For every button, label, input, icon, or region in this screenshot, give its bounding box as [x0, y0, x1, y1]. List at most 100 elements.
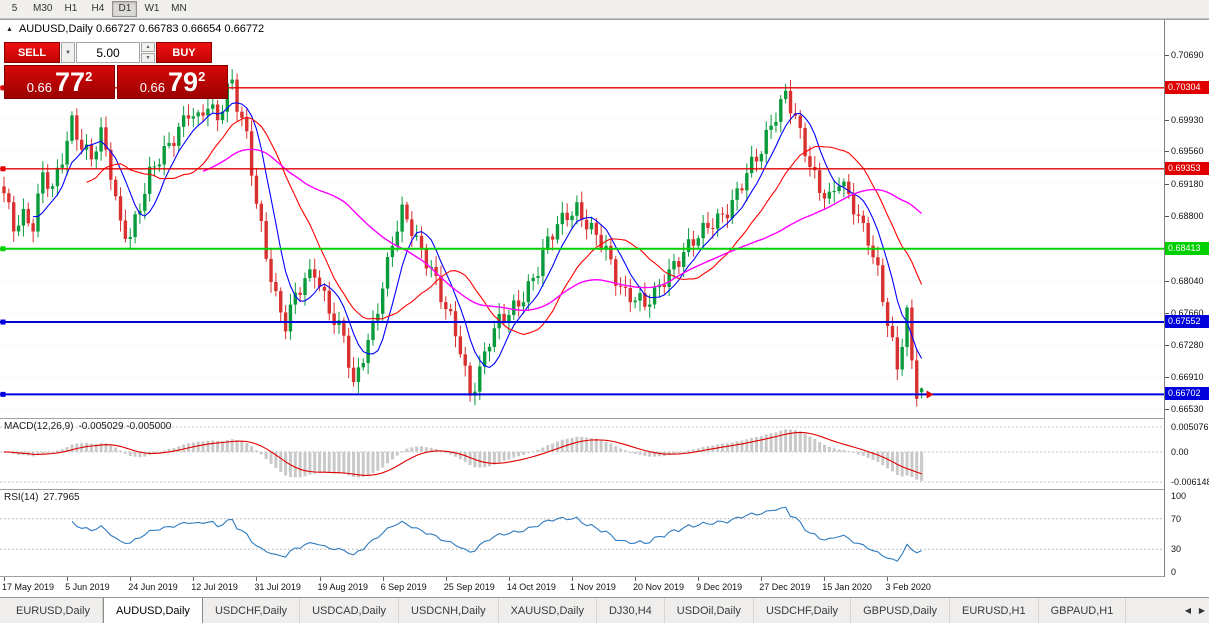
date-label: 12 Jul 2019: [191, 582, 238, 592]
bid-quote[interactable]: 0.66 77 2: [4, 65, 115, 99]
date-label: 25 Sep 2019: [443, 582, 495, 592]
time-axis-tick: [130, 577, 132, 581]
price-axis-tick: [1165, 151, 1169, 153]
panel-separator: [0, 489, 1209, 490]
time-axis-tick: [698, 577, 700, 581]
chart-tab[interactable]: DJ30,H4: [597, 598, 665, 623]
buy-button[interactable]: BUY: [156, 42, 212, 63]
price-axis-tick: [1165, 345, 1169, 347]
timeframe-button-h4[interactable]: H4: [91, 3, 105, 14]
rsi-value: 27.7965: [43, 492, 80, 503]
date-label: 5 Jun 2019: [65, 582, 110, 592]
macd-indicator-panel[interactable]: MACD(12,26,9) -0.005029 -0.005000: [0, 419, 1164, 489]
date-label: 27 Dec 2019: [759, 582, 811, 592]
date-label: 15 Jan 2020: [822, 582, 872, 592]
tabs-scroll-left-icon[interactable]: ◀: [1184, 606, 1192, 615]
date-label: 24 Jun 2019: [128, 582, 178, 592]
volume-dropdown-icon[interactable]: ▼: [61, 42, 75, 63]
volume-input[interactable]: [76, 42, 140, 63]
chart-tab[interactable]: USDCHF,Daily: [754, 598, 852, 623]
chart-tab[interactable]: USDCAD,Daily: [300, 598, 400, 623]
horizontal-level-lines[interactable]: [0, 85, 1164, 397]
time-axis-tick: [4, 577, 5, 581]
chart-header: ▲ AUDUSD,Daily 0.66727 0.66783 0.66654 0…: [6, 23, 264, 35]
tabbar-spacer: [1126, 598, 1181, 623]
chart-tab[interactable]: GBPAUD,H1: [1039, 598, 1127, 623]
ask-price-big-digits: 79: [168, 66, 199, 97]
price-arrow-marker: [926, 390, 934, 399]
macd-axis-label: -0.006148: [1171, 476, 1209, 487]
chart-tab[interactable]: AUDUSD,Daily: [102, 598, 203, 623]
price-tick-label: 0.66910: [1171, 371, 1204, 382]
macd-axis-label: 0.00: [1171, 446, 1189, 457]
collapse-arrow-icon[interactable]: ▲: [6, 25, 13, 33]
price-tick-label: 0.66530: [1171, 404, 1204, 415]
chart-tab[interactable]: EURUSD,H1: [950, 598, 1039, 623]
time-axis-tick: [635, 577, 636, 581]
time-axis-tick: [571, 577, 573, 581]
price-tick-label: 0.67660: [1171, 307, 1204, 318]
chart-tab[interactable]: USDCHF,Daily: [203, 598, 301, 623]
panel-separator: [0, 576, 1209, 577]
rsi-line: [71, 506, 922, 562]
time-axis-tick: [382, 577, 384, 581]
date-label: 3 Feb 2020: [885, 582, 931, 592]
bid-price-big-digits: 77: [55, 66, 86, 97]
chart-tab[interactable]: GBPUSD,Daily: [851, 598, 951, 623]
rsi-canvas[interactable]: [0, 490, 1164, 576]
price-level-badge: 0.68413: [1165, 241, 1209, 255]
volume-up-icon[interactable]: ▲: [141, 42, 155, 52]
chart-tab[interactable]: USDOil,Daily: [665, 598, 754, 623]
tabs-scroll-right-icon[interactable]: ▶: [1198, 606, 1206, 615]
price-tick-label: 0.70690: [1171, 50, 1204, 60]
panel-separator: [0, 418, 1209, 419]
price-axis-tick: [1165, 409, 1169, 411]
rsi-axis-label: 100: [1171, 491, 1187, 501]
price-level-badge: 0.69353: [1165, 161, 1209, 175]
time-axis-tick: [256, 577, 258, 581]
time-axis-tick: [193, 577, 195, 581]
price-axis[interactable]: 0.70690 0.69930 0.69560 0.69180 0.68800 0.680…: [1164, 20, 1209, 577]
price-tick-label: 0.68040: [1171, 275, 1204, 286]
date-label: 1 Nov 2019: [569, 582, 616, 592]
timeframe-button-d1[interactable]: D1: [112, 1, 138, 17]
price-tick-label: 0.68800: [1171, 210, 1204, 221]
chart-tab[interactable]: EURUSD,Daily: [4, 598, 103, 623]
chart-tab[interactable]: USDCNH,Daily: [399, 598, 499, 623]
chart-title-ohlc: AUDUSD,Daily 0.66727 0.66783 0.66654 0.6…: [18, 23, 265, 35]
rsi-axis-label: 30: [1171, 544, 1182, 555]
price-axis-tick: [1165, 312, 1169, 314]
ma-line-7: [33, 102, 923, 369]
time-axis[interactable]: 17 May 2019 5 Jun 2019 24 Jun 2019 12 Jul 2…: [0, 577, 1164, 597]
ask-price-pip: 2: [198, 68, 206, 84]
price-level-badge: 0.70304: [1165, 80, 1209, 94]
sell-button[interactable]: SELL: [4, 42, 60, 63]
price-tick-label: 0.69930: [1171, 114, 1204, 125]
time-axis-tick: [824, 577, 826, 581]
timeframe-button-w1[interactable]: W1: [144, 3, 160, 14]
main-chart-canvas[interactable]: [0, 20, 1164, 418]
price-level-badge: 0.66702: [1165, 387, 1209, 401]
timeframe-button-m30[interactable]: M30: [33, 3, 53, 14]
time-axis-tick: [508, 577, 510, 581]
price-axis-tick: [1165, 215, 1169, 217]
bid-price-pip: 2: [85, 68, 93, 84]
macd-name: MACD(12,26,9): [4, 421, 74, 432]
ask-quote[interactable]: 0.66 79 2: [117, 65, 228, 99]
price-axis-tick: [1165, 55, 1169, 56]
volume-down-icon[interactable]: ▼: [141, 53, 155, 63]
rsi-axis-label: 70: [1171, 513, 1182, 524]
rsi-axis-label: 0: [1171, 567, 1177, 577]
macd-values: -0.005029 -0.005000: [78, 421, 172, 432]
chart-tab[interactable]: XAUUSD,Daily: [499, 598, 597, 623]
date-label: 6 Sep 2019: [380, 582, 427, 592]
timeframe-button-mn[interactable]: MN: [171, 3, 187, 14]
time-axis-tick: [67, 577, 69, 581]
timeframe-button-5[interactable]: 5: [11, 3, 18, 14]
rsi-indicator-panel[interactable]: RSI(14) 27.7965: [0, 490, 1164, 576]
price-tick-label: 0.67280: [1171, 340, 1204, 351]
timeframe-button-h1[interactable]: H1: [64, 3, 78, 14]
macd-canvas[interactable]: [0, 419, 1164, 489]
